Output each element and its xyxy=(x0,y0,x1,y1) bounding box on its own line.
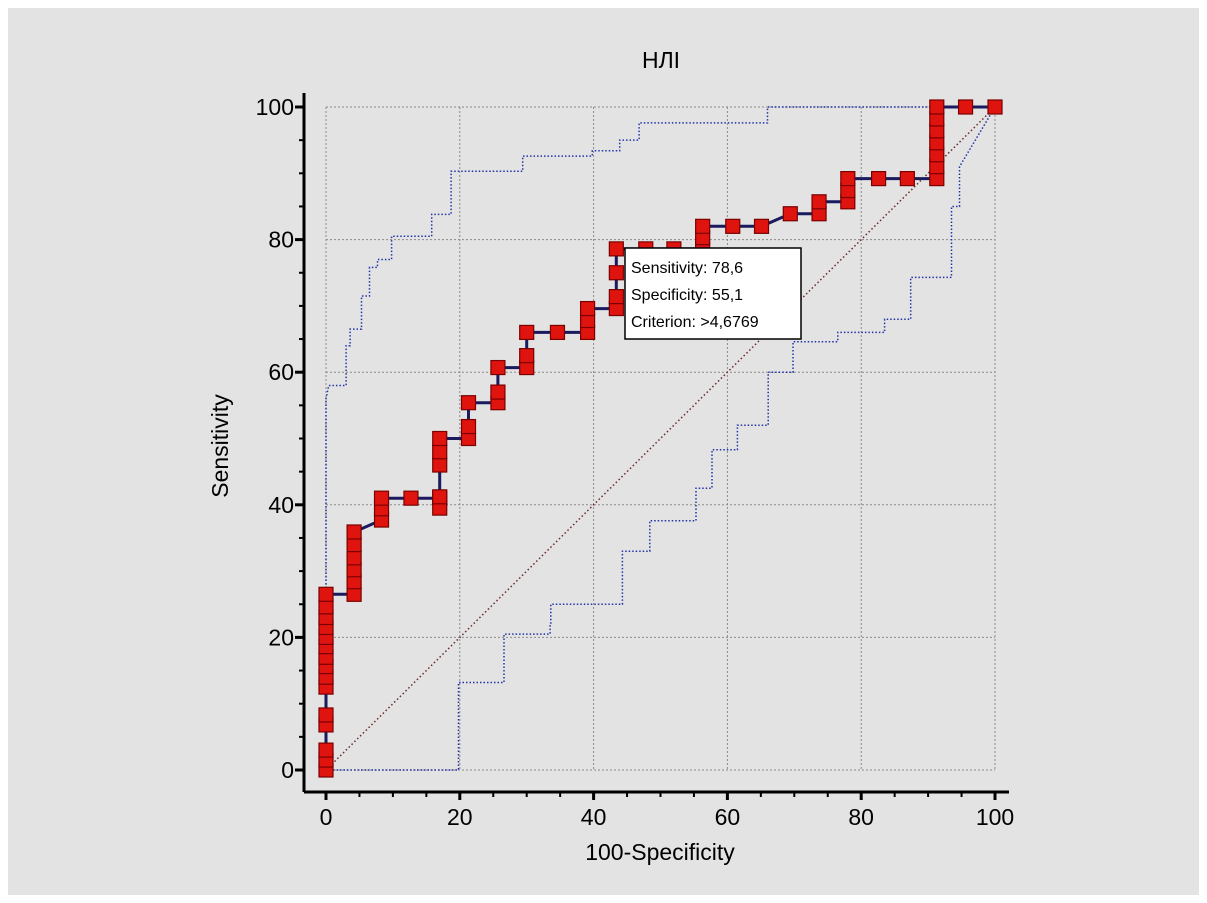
roc-point-18 xyxy=(346,550,362,566)
roc-chart: 0 20 40 60 80 100 0 20 40 60 80 100 Sensitivity: 78… xyxy=(207,47,1014,865)
x-tick-label-0: 0 xyxy=(320,804,333,830)
roc-point-28 xyxy=(432,457,448,473)
ci-upper-line xyxy=(325,106,995,770)
y-axis-title: Sensitivity xyxy=(207,394,233,498)
roc-point-20 xyxy=(346,524,362,540)
roc-point-52 xyxy=(695,218,711,234)
roc-point-70 xyxy=(957,99,974,115)
roc-point-69 xyxy=(929,99,945,115)
roc-point-43 xyxy=(579,300,596,317)
x-tick-label-1: 20 xyxy=(447,804,473,830)
diagonal-line xyxy=(325,106,996,771)
roc-point-15 xyxy=(346,586,362,602)
chart-title: НЛІ xyxy=(642,47,680,73)
roc-point-30 xyxy=(432,430,448,447)
tooltip-specificity: Specificity: 55,1 xyxy=(631,287,743,304)
ci-lower-line xyxy=(326,106,996,771)
roc-point-32 xyxy=(460,418,477,435)
roc-point-2 xyxy=(318,742,334,758)
roc-point-27 xyxy=(432,489,448,505)
x-tick-label-2: 40 xyxy=(581,804,607,830)
roc-markers xyxy=(318,99,1003,778)
y-tick-label-3: 60 xyxy=(268,359,294,385)
roc-point-35 xyxy=(490,384,506,400)
roc-point-14 xyxy=(318,586,334,602)
roc-point-55 xyxy=(782,206,798,222)
roc-point-40 xyxy=(549,324,566,341)
roc-point-54 xyxy=(753,218,770,234)
roc-point-39 xyxy=(519,324,535,341)
y-tick-label-1: 20 xyxy=(268,624,294,650)
axes: 0 20 40 60 80 100 0 20 40 60 80 100 xyxy=(256,93,1014,830)
chart-panel: 0 20 40 60 80 100 0 20 40 60 80 100 Sensitivity: 78… xyxy=(8,8,1199,895)
roc-point-53 xyxy=(725,218,741,234)
y-tick-label-5: 100 xyxy=(256,94,294,120)
roc-point-23 xyxy=(373,490,390,506)
roc-point-24 xyxy=(403,490,419,506)
roc-point-36 xyxy=(490,359,506,376)
x-tick-label-3: 60 xyxy=(715,804,741,830)
roc-point-19 xyxy=(346,536,362,553)
y-tick-label-0: 0 xyxy=(281,757,294,783)
x-axis-title: 100-Specificity xyxy=(585,839,735,865)
roc-point-33 xyxy=(460,395,477,411)
roc-point-47 xyxy=(608,241,624,257)
roc-point-4 xyxy=(318,707,334,723)
roc-point-45 xyxy=(608,289,624,305)
x-tick-label-4: 80 xyxy=(848,804,874,830)
tooltip-criterion: Criterion: >4,6769 xyxy=(631,314,759,331)
roc-point-62 xyxy=(899,171,915,187)
confidence-band xyxy=(325,106,996,771)
criterion-tooltip: Sensitivity: 78,6 Specificity: 55,1 Crit… xyxy=(624,247,802,340)
roc-point-29 xyxy=(432,444,448,460)
reference-diagonal xyxy=(325,106,996,771)
roc-point-60 xyxy=(840,171,856,187)
roc-point-71 xyxy=(987,99,1003,115)
tooltip-sensitivity: Sensitivity: 78,6 xyxy=(631,260,743,277)
roc-point-61 xyxy=(870,171,887,187)
roc-point-38 xyxy=(519,348,535,364)
x-tick-label-5: 100 xyxy=(976,804,1014,830)
roc-point-46 xyxy=(608,265,624,281)
roc-point-13 xyxy=(318,599,334,615)
y-tick-label-2: 40 xyxy=(268,492,294,518)
roc-point-57 xyxy=(811,194,827,210)
y-tick-label-4: 80 xyxy=(268,227,294,253)
tooltip-box xyxy=(624,247,802,340)
